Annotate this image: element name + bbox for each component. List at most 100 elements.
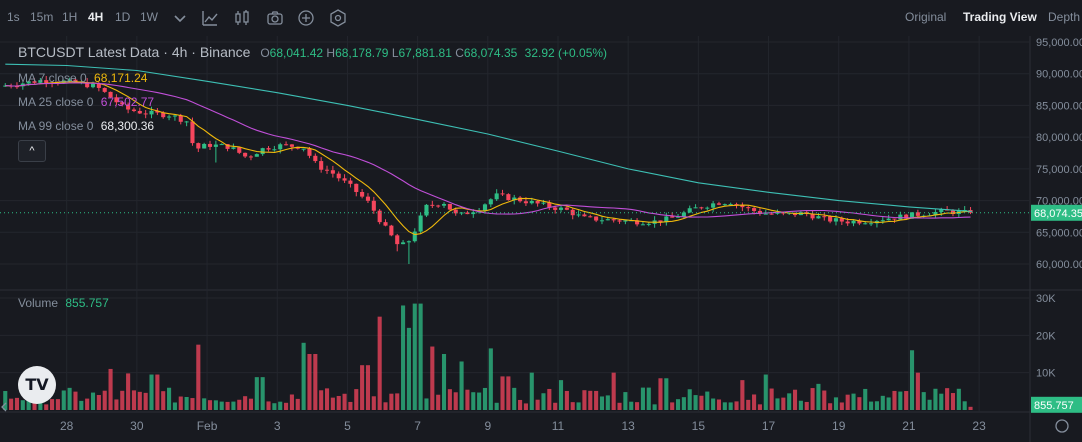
indicators-icon[interactable]	[200, 8, 220, 28]
candle-body	[324, 169, 330, 171]
candle-body	[640, 224, 645, 226]
ma7-value: 68,171.24	[94, 71, 148, 85]
volume-bar	[482, 387, 488, 410]
candle-body	[822, 216, 827, 218]
volume-bar	[728, 402, 733, 410]
candle-body	[360, 191, 365, 197]
candle-body	[699, 207, 704, 209]
volume-bar	[845, 394, 850, 410]
candle-body	[933, 211, 938, 216]
collapse-indicators-button[interactable]: ^	[18, 140, 46, 162]
volume-bar	[740, 380, 745, 410]
candle-body	[260, 148, 265, 155]
volume-bar	[131, 390, 137, 410]
volume-bar	[319, 390, 324, 410]
candle-body	[471, 212, 476, 215]
volume-bar	[295, 398, 300, 410]
volume-bar	[904, 391, 909, 410]
volume-bar	[202, 398, 207, 410]
volume-bar	[833, 397, 839, 410]
volume-bar	[90, 392, 96, 410]
interval-1w[interactable]: 1W	[140, 10, 158, 24]
volume-bar	[570, 402, 575, 410]
tradingview-logo[interactable]: TV	[18, 366, 56, 404]
candle-body	[482, 204, 488, 211]
volume-bar	[278, 401, 283, 410]
chart-toolbar: 1s 15m 1H 4H 1D 1W Original Trading View Depth	[0, 0, 1082, 36]
close-label: C	[455, 46, 464, 60]
time-tick-label: 9	[484, 419, 491, 433]
volume-bar	[120, 390, 125, 410]
view-trading-view[interactable]: Trading View	[963, 10, 1037, 24]
candle-body	[658, 220, 663, 223]
candle-body	[465, 212, 470, 215]
chart-area[interactable]: 95,000.00 90,000.00 85,000.00 80,000.00 75,0…	[0, 36, 1082, 442]
volume-bar	[611, 372, 616, 410]
ma25-legend: MA 25 close 0 67,502.77	[18, 95, 154, 109]
candle-body	[254, 154, 259, 157]
view-original[interactable]: Original	[905, 10, 947, 24]
candle-body	[243, 152, 248, 157]
volume-bar	[365, 365, 371, 410]
candle-body	[599, 220, 605, 222]
candle-body	[278, 144, 283, 150]
candle-body	[202, 143, 207, 149]
volume-bar	[775, 398, 780, 410]
chart-svg[interactable]: 95,000.00 90,000.00 85,000.00 80,000.00 75,0…	[0, 36, 1082, 442]
interval-15m[interactable]: 15m	[30, 10, 54, 24]
volume-bar	[336, 395, 341, 410]
candle-body	[728, 204, 733, 206]
volume-bar	[892, 390, 897, 410]
volume-bar	[342, 393, 347, 410]
settings-hex-icon[interactable]	[328, 8, 348, 28]
candle-settings-icon[interactable]	[232, 8, 252, 28]
candle-body	[752, 208, 757, 211]
last-price-badge	[1031, 204, 1082, 221]
volume-bar	[541, 393, 546, 410]
candle-body	[207, 143, 213, 147]
interval-1s[interactable]: 1s	[7, 10, 20, 24]
ma99-legend: MA 99 close 0 68,300.36	[18, 119, 154, 133]
change-value: 32.92 (+0.05%)	[524, 46, 608, 60]
volume-bar	[886, 397, 891, 410]
candle-body	[746, 207, 751, 209]
volume-bar	[734, 401, 739, 410]
view-depth[interactable]: Depth	[1048, 10, 1081, 24]
chevron-down-icon[interactable]	[170, 8, 190, 28]
candle-body	[377, 210, 382, 223]
candle-body	[863, 223, 868, 225]
candle-body	[237, 147, 242, 153]
volume-bar	[137, 391, 142, 410]
candle-body	[38, 80, 43, 83]
candle-body	[763, 213, 768, 215]
interval-1h[interactable]: 1H	[62, 10, 78, 24]
volume-bar	[383, 402, 388, 410]
volume-bar	[711, 398, 716, 410]
symbol-name: BTCUSDT Latest Data	[18, 44, 160, 60]
volume-bar	[968, 406, 973, 410]
volume-bar	[623, 392, 628, 410]
interval-1d[interactable]: 1D	[115, 10, 131, 24]
candle-body	[395, 235, 400, 245]
price-tick-label: 80,000.00	[1036, 132, 1082, 144]
volume-bar	[266, 401, 271, 410]
camera-icon[interactable]	[265, 8, 285, 28]
time-tick-label: 23	[972, 419, 986, 433]
candle-body	[167, 116, 172, 118]
candle-body	[85, 82, 90, 88]
candle-body	[266, 148, 271, 150]
volume-bar	[839, 402, 844, 410]
volume-bar	[763, 374, 768, 410]
volume-tick-label: 30K	[1036, 293, 1056, 305]
candle-body	[143, 113, 148, 115]
price-tick-label: 90,000.00	[1036, 69, 1082, 81]
candle-body	[880, 220, 885, 222]
candle-body	[681, 212, 686, 217]
volume-bar	[652, 404, 657, 410]
candle-body	[161, 112, 166, 118]
candle-body	[453, 209, 458, 214]
interval-4h[interactable]: 4H	[88, 10, 104, 24]
candle-body	[32, 81, 37, 83]
volume-bar	[477, 392, 482, 410]
plus-circle-icon[interactable]	[296, 8, 316, 28]
